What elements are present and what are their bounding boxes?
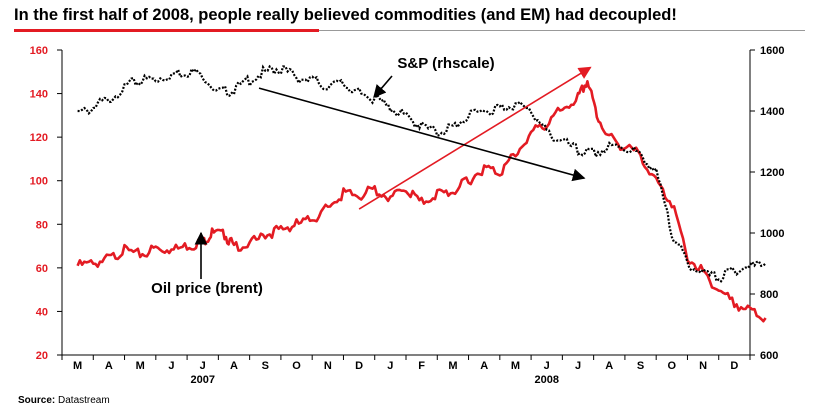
left-tick-label: 100: [30, 176, 48, 188]
left-tick-label: 120: [30, 132, 48, 144]
year-label: 2007: [190, 374, 214, 386]
left-tick-label: 80: [36, 219, 48, 231]
sp-annotation-pointer: [373, 75, 393, 98]
month-label: N: [699, 360, 707, 372]
right-tick-label: 1400: [760, 106, 784, 118]
left-tick-label: 60: [36, 263, 48, 275]
right-tick-label: 1600: [760, 45, 784, 57]
right-tick-label: 1000: [760, 228, 784, 240]
month-label: M: [448, 360, 457, 372]
plot-frame: [61, 50, 751, 356]
month-label: N: [324, 360, 332, 372]
month-label: D: [355, 360, 363, 372]
month-label: J: [544, 360, 550, 372]
left-tick-label: 140: [30, 89, 48, 101]
source-key: Source:: [18, 395, 56, 406]
oil-uptrend-arrow: [358, 66, 592, 210]
month-label: A: [480, 360, 488, 372]
month-label: A: [605, 360, 613, 372]
month-label: A: [105, 360, 113, 372]
right-axis: 600 800 1000 1200 1400 1600: [750, 45, 784, 362]
year-label: 2008: [534, 374, 558, 386]
month-label: O: [668, 360, 677, 372]
title-underline-accent: [14, 29, 319, 32]
trend-arrows: [258, 66, 592, 210]
month-label: O: [292, 360, 301, 372]
title-underline: [319, 30, 805, 31]
month-label: S: [637, 360, 644, 372]
chart-title: In the first half of 2008, people really…: [14, 6, 677, 24]
month-label: J: [200, 360, 206, 372]
left-axis: 20 40 60 80 100 120 140 160: [30, 45, 62, 362]
sp-annotation: S&P (rhscale): [397, 55, 494, 72]
month-label: F: [418, 360, 425, 372]
right-tick-label: 600: [760, 350, 778, 362]
left-tick-label: 20: [36, 350, 48, 362]
left-tick-label: 160: [30, 45, 48, 57]
month-label: M: [73, 360, 82, 372]
oil-annotation: Oil price (brent): [151, 280, 263, 297]
source-value: Datastream: [58, 395, 110, 406]
annotations: S&P (rhscale) Oil price (brent): [151, 55, 494, 297]
x-axis: M A M J J A S O N D J F M A M J J A S O N D 2007 2008: [61, 355, 751, 386]
month-label: S: [262, 360, 269, 372]
sp-line: [77, 64, 767, 283]
month-label: M: [511, 360, 520, 372]
right-tick-label: 1200: [760, 167, 784, 179]
source-note: Source: Datastream: [18, 395, 110, 406]
right-tick-label: 800: [760, 289, 778, 301]
month-label: J: [387, 360, 393, 372]
month-label: A: [230, 360, 238, 372]
month-label: J: [575, 360, 581, 372]
month-label: M: [136, 360, 145, 372]
s-p-downtrend-arrow: [258, 87, 586, 182]
left-tick-label: 40: [36, 306, 48, 318]
month-label: J: [168, 360, 174, 372]
month-label: D: [730, 360, 738, 372]
